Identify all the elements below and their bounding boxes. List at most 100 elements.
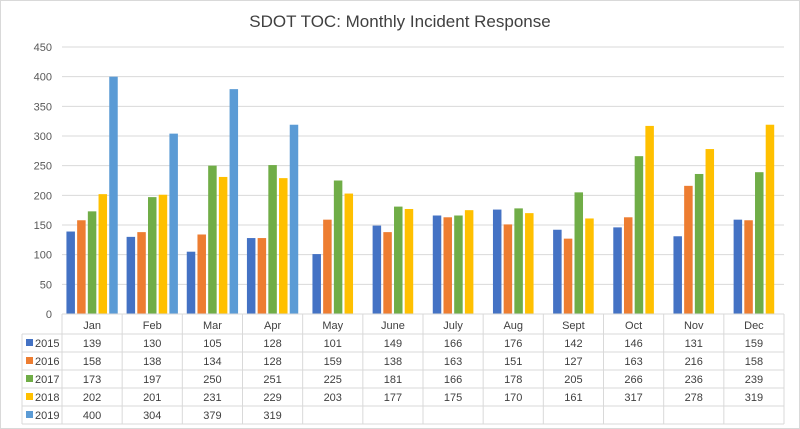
y-tick-label: 300: [34, 131, 52, 143]
y-axis: 0 50 100 150 200 250 300 350 400 450: [34, 42, 52, 321]
bar-2017-Dec: [755, 172, 764, 314]
data-label: 379: [203, 410, 221, 422]
data-label: 159: [745, 338, 763, 350]
y-tick-label: 50: [40, 279, 52, 291]
x-tick-label: Mar: [203, 320, 222, 332]
bar-2015-Oct: [613, 227, 622, 314]
bar-2019-Feb: [169, 133, 178, 314]
data-label: 225: [324, 374, 342, 386]
data-label: 231: [203, 392, 221, 404]
bar-2017-Jan: [87, 211, 97, 314]
bar-2019-Jan: [109, 76, 118, 315]
legend-label: 2019: [35, 410, 59, 422]
bar-2018-Aug: [525, 213, 534, 314]
chart-title: SDOT TOC: Monthly Incident Response: [249, 12, 550, 31]
bar-2016-Apr: [257, 238, 267, 314]
data-label: 163: [444, 356, 462, 368]
y-tick-label: 200: [34, 190, 52, 202]
bar-2018-Nov: [705, 149, 715, 314]
legend-swatch-2016: [26, 357, 33, 364]
x-tick-label: May: [322, 320, 343, 332]
y-tick-label: 0: [46, 309, 52, 321]
bar-2017-June: [394, 206, 403, 314]
bar-2018-July: [464, 210, 474, 314]
data-label: 138: [143, 356, 161, 368]
x-tick-label: Dec: [744, 320, 764, 332]
bar-2016-Feb: [137, 232, 146, 314]
x-tick-label: Nov: [684, 320, 704, 332]
bar-2016-May: [323, 219, 332, 314]
data-label: 158: [83, 356, 101, 368]
data-label: 229: [263, 392, 281, 404]
data-label: 105: [203, 338, 221, 350]
data-label: 216: [685, 356, 703, 368]
y-tick-label: 450: [34, 42, 52, 54]
data-label: 250: [203, 374, 221, 386]
data-label: 178: [504, 374, 522, 386]
data-label: 128: [263, 356, 281, 368]
bar-2016-Oct: [623, 217, 633, 314]
bar-2017-Sept: [574, 192, 584, 314]
data-label: 176: [504, 338, 522, 350]
data-label: 166: [444, 374, 462, 386]
data-label: 201: [143, 392, 161, 404]
data-label: 163: [624, 356, 642, 368]
bar-2016-June: [383, 232, 392, 314]
data-label: 319: [745, 392, 763, 404]
x-tick-label: June: [381, 320, 405, 332]
legend-label: 2016: [35, 356, 59, 368]
data-label: 170: [504, 392, 522, 404]
data-label: 149: [384, 338, 402, 350]
x-tick-label: Sept: [562, 320, 585, 332]
bar-2015-Feb: [126, 236, 136, 314]
bar-2018-Oct: [645, 125, 654, 314]
data-label: 304: [143, 410, 161, 422]
x-tick-label: Apr: [264, 320, 281, 332]
bar-2018-Feb: [158, 194, 168, 314]
data-label: 158: [745, 356, 763, 368]
bar-2018-May: [344, 193, 354, 314]
bar-2015-Sept: [553, 229, 562, 314]
bar-2015-Dec: [733, 219, 743, 314]
data-label: 131: [685, 338, 703, 350]
bar-2017-Apr: [268, 165, 277, 314]
data-label: 151: [504, 356, 522, 368]
data-label: 251: [263, 374, 281, 386]
data-label: 177: [384, 392, 402, 404]
y-tick-label: 400: [34, 72, 52, 84]
bar-2015-Nov: [673, 236, 682, 314]
data-label: 134: [203, 356, 221, 368]
data-label: 266: [624, 374, 642, 386]
bar-2016-Mar: [197, 234, 206, 314]
bar-2018-Jan: [98, 194, 108, 314]
bar-2016-Dec: [744, 220, 753, 314]
bar-2015-May: [312, 254, 321, 314]
bar-2016-Sept: [563, 238, 573, 314]
data-label: 146: [624, 338, 642, 350]
bar-2018-Apr: [279, 178, 288, 314]
data-label: 138: [384, 356, 402, 368]
bar-2018-Sept: [585, 218, 594, 314]
bar-2016-Nov: [684, 185, 693, 314]
data-label: 175: [444, 392, 462, 404]
legend-swatch-2019: [26, 411, 33, 418]
bar-2015-Mar: [186, 251, 196, 314]
y-tick-label: 250: [34, 161, 52, 173]
y-tick-label: 350: [34, 101, 52, 113]
bar-2016-Aug: [503, 224, 513, 314]
bar-2019-Mar: [229, 89, 239, 314]
data-label: 173: [83, 374, 101, 386]
bar-2018-Dec: [765, 124, 775, 314]
data-label: 181: [384, 374, 402, 386]
data-label: 319: [263, 410, 281, 422]
bar-2017-July: [454, 215, 463, 314]
bar-2015-Jan: [66, 231, 75, 314]
bar-2016-Jan: [77, 220, 86, 314]
x-tick-label: Feb: [143, 320, 162, 332]
x-tick-label: Aug: [503, 320, 523, 332]
bar-2017-Aug: [514, 208, 523, 314]
data-label: 205: [564, 374, 582, 386]
x-tick-label: Oct: [625, 320, 642, 332]
data-label: 142: [564, 338, 582, 350]
